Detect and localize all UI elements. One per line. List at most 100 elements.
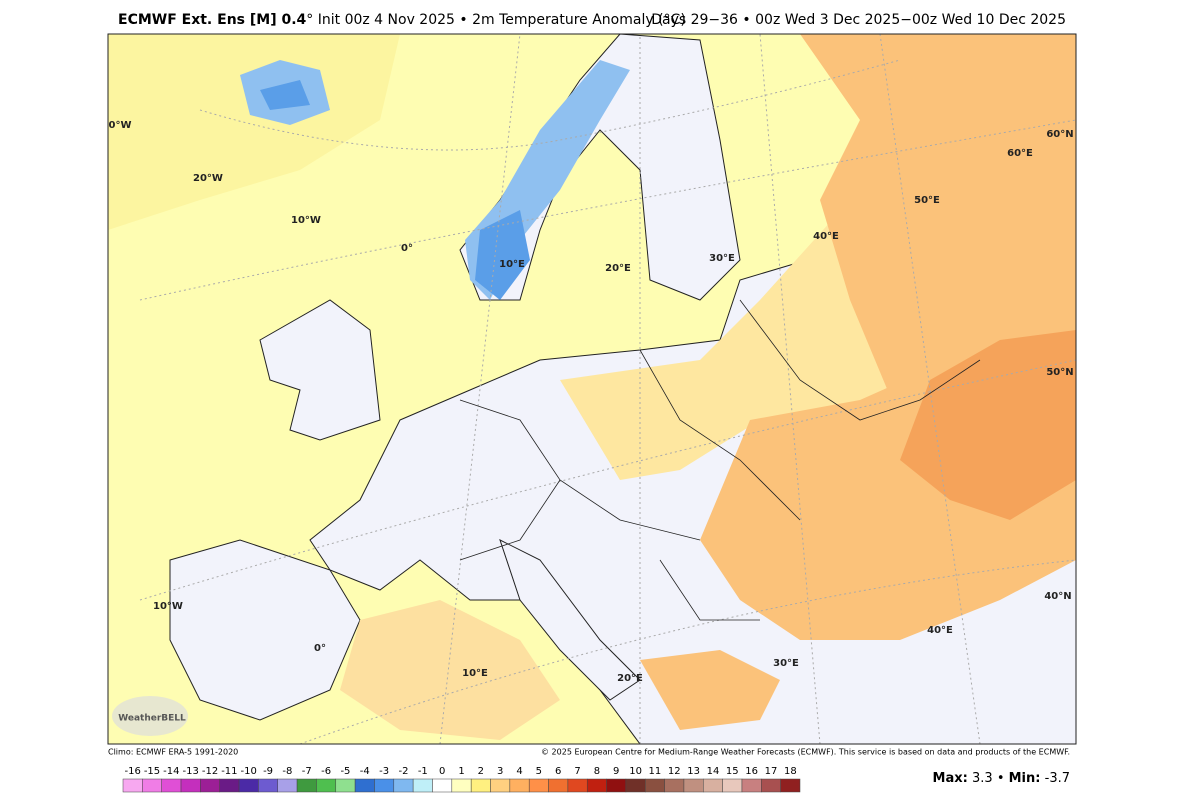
colorbar-label: 4 (516, 766, 522, 777)
colorbar-label: 8 (594, 766, 600, 777)
colorbar-label: 3 (497, 766, 503, 777)
graticule (199, 59, 901, 151)
colorbar-swatch (528, 778, 549, 793)
colorbar-label: -11 (221, 766, 237, 777)
colorbar-label: 12 (668, 766, 681, 777)
separator: • (997, 771, 1005, 786)
grid-label: 60°E (1007, 148, 1033, 159)
colorbar-swatch (180, 778, 201, 793)
colorbar-label: 15 (726, 766, 739, 777)
colorbar-label: -1 (418, 766, 428, 777)
grid-label: 20°E (605, 263, 631, 274)
colorbar-label: 10 (629, 766, 642, 777)
colorbar-swatch (432, 778, 453, 793)
colorbar-swatch (664, 778, 685, 793)
grid-label: 20°E (617, 673, 643, 684)
colorbar-swatch (606, 778, 627, 793)
colorbar-label: -6 (321, 766, 331, 777)
colorbar-label: 16 (745, 766, 758, 777)
valid-time: Days 29−36 • 00z Wed 3 Dec 2025−00z Wed … (651, 12, 1066, 28)
grid-label: 0° (314, 643, 326, 654)
grid-labels: 0°W 20°W 10°W 0° 10°E 20°E 30°E 40°E 50°E 60°E 60°… (109, 120, 1074, 684)
grid-label: 50°E (914, 195, 940, 206)
colorbar-swatch (296, 778, 317, 793)
title: ECMWF Ext. Ens [M] 0.4° Init 00z 4 Nov 2… (118, 12, 686, 28)
colorbar-swatch (258, 778, 278, 793)
colorbar-label: -16 (124, 766, 140, 777)
italy (499, 539, 641, 701)
grid-label: 30°E (773, 658, 799, 669)
colorbar-swatch (316, 778, 337, 793)
colorbar-swatch (161, 778, 182, 793)
colorbar-label: 6 (555, 766, 561, 777)
graticule (139, 119, 1076, 301)
ocean-shade (108, 34, 400, 230)
grid-label: 60°N (1046, 129, 1073, 140)
colorbar-swatch (625, 778, 646, 793)
colorbar-label: 18 (784, 766, 797, 777)
colorbar-label: -5 (340, 766, 350, 777)
colorbar-label: 11 (649, 766, 662, 777)
colorbar-swatch (703, 778, 723, 793)
grid-label: 10°E (499, 259, 525, 270)
grid-label: 30°E (709, 253, 735, 264)
min: -3.7 (1045, 771, 1070, 786)
colorbar-label: 17 (765, 766, 778, 777)
colorbar-swatch (142, 778, 162, 793)
climo: Climo: ECMWF ERA-5 1991-2020 (108, 748, 238, 757)
graticule (139, 359, 1076, 601)
colorbar-label: -3 (379, 766, 389, 777)
colorbar-swatch (238, 778, 259, 793)
logo: WeatherBELL (118, 714, 186, 724)
copyright: © 2025 European Centre for Medium-Range … (541, 748, 1070, 757)
colorbar-swatch (277, 778, 298, 793)
grid-label: 50°N (1046, 367, 1073, 378)
colorbar-label: -12 (202, 766, 218, 777)
max: 3.3 (972, 771, 993, 786)
colorbar-label: 1 (458, 766, 464, 777)
map: WeatherBELL (108, 34, 1076, 744)
colorbar-swatch (335, 778, 356, 793)
grid-label: 40°E (927, 625, 953, 636)
logo-bg (112, 696, 188, 736)
colorbar-swatch (412, 778, 433, 793)
colorbar-label: -10 (241, 766, 257, 777)
colorbar-label: 13 (687, 766, 700, 777)
colorbar-label: -8 (282, 766, 292, 777)
title-bold: ECMWF Ext. Ens [M] 0.4 (118, 12, 307, 28)
colorbar-swatch (451, 778, 472, 793)
aegean-warm (640, 650, 780, 730)
colorbar-swatch (586, 778, 607, 793)
graticule (299, 559, 1076, 744)
colorbar-label: 2 (478, 766, 484, 777)
colorbar-swatch (374, 778, 395, 793)
warm-core (900, 330, 1076, 520)
colorbar-swatch (780, 778, 801, 793)
stats: Max: 3.3 • Min: -3.7 (933, 771, 1070, 786)
iceland-core (260, 80, 310, 110)
colorbar-swatch (393, 778, 414, 793)
max-label: Max: (933, 771, 968, 786)
colorbar-swatch (645, 778, 665, 793)
colorbar-swatch (722, 778, 743, 793)
colorbar-swatch (354, 778, 375, 793)
grid-label: 0°W (109, 120, 132, 131)
colorbar-label: -9 (263, 766, 273, 777)
colorbar-swatch (219, 778, 240, 793)
med-warm (340, 600, 560, 740)
colorbar-label: 5 (536, 766, 542, 777)
colorbar-label: 7 (574, 766, 580, 777)
colorbar-swatch (509, 778, 530, 793)
colorbar-swatch (122, 778, 143, 793)
colorbar-swatch (200, 778, 220, 793)
iberia (169, 539, 361, 721)
title-rest: ° Init 00z 4 Nov 2025 • 2m Temperature A… (306, 12, 686, 28)
norway-core (475, 210, 530, 300)
colorbar-swatch (567, 778, 588, 793)
grid-label: 0° (401, 243, 413, 254)
grid-label: 40°E (813, 231, 839, 242)
colorbar-label: -15 (144, 766, 160, 777)
colorbar-swatch (548, 778, 569, 793)
colorbar-swatch (490, 778, 511, 793)
min-label: Min: (1009, 771, 1041, 786)
